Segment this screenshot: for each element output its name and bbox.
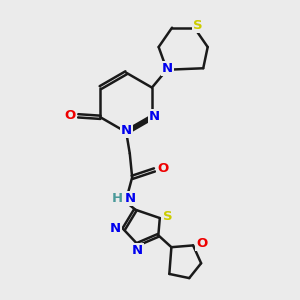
Text: N: N bbox=[110, 222, 121, 235]
Text: N: N bbox=[131, 244, 142, 257]
Text: N: N bbox=[124, 192, 136, 205]
Text: N: N bbox=[162, 62, 173, 75]
Text: O: O bbox=[157, 162, 168, 175]
Text: N: N bbox=[149, 110, 160, 123]
Text: N: N bbox=[121, 124, 132, 137]
Text: S: S bbox=[193, 20, 203, 32]
Text: O: O bbox=[64, 109, 76, 122]
Text: S: S bbox=[163, 210, 173, 224]
Text: O: O bbox=[196, 237, 208, 250]
Text: H: H bbox=[112, 192, 123, 205]
